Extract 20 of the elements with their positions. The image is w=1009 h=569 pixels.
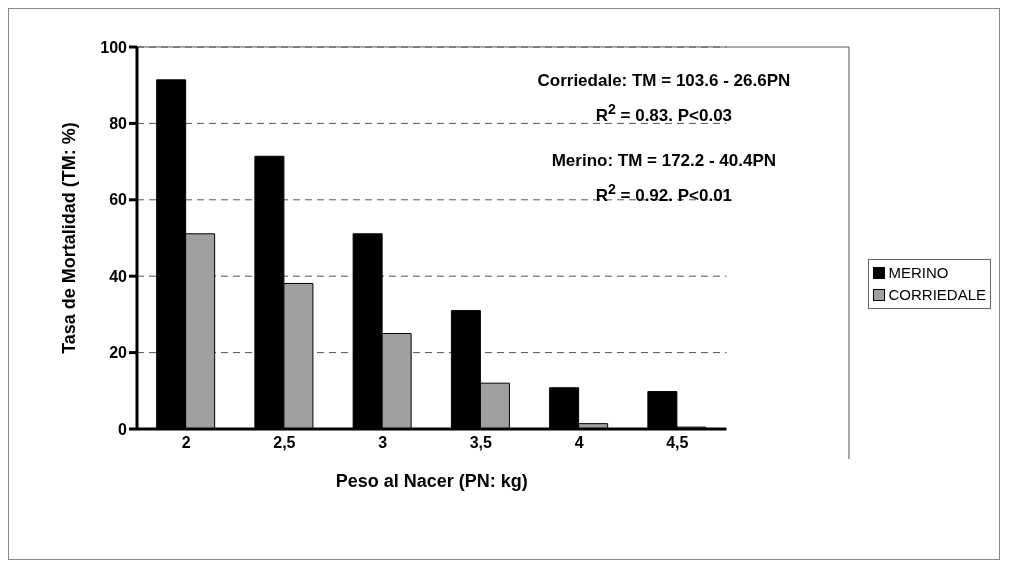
y-tick-label: 60 xyxy=(109,191,128,209)
annotation: Merino: TM = 172.2 - 40.4PN xyxy=(550,151,778,171)
y-tick-label: 40 xyxy=(109,267,128,285)
annotation: R$^{2}$ = 0.92. P<0.01 xyxy=(594,181,734,206)
annotation: Corriedale: TM = 103.6 - 26.6PN xyxy=(536,71,792,91)
y-tick-label: 80 xyxy=(109,115,128,133)
legend-label: CORRIEDALE xyxy=(888,285,986,305)
y-tick-label: 100 xyxy=(100,38,128,56)
x-tick-label: 2 xyxy=(181,434,191,452)
x-tick-label: 3,5 xyxy=(469,434,493,452)
x-tick-label: 4,5 xyxy=(666,434,689,452)
y-tick-label: 0 xyxy=(118,420,128,438)
legend-label: MERINO xyxy=(888,263,949,283)
x-axis-title: Peso al Nacer (PN: kg) xyxy=(335,471,528,491)
annotation: R$^{2}$ = 0.83. P<0.03 xyxy=(594,101,734,126)
y-axis-title: Tasa de Mortalidad (TM: %) xyxy=(59,122,80,354)
x-tick-label: 2,5 xyxy=(273,434,296,452)
x-tick-label: 4 xyxy=(574,434,584,452)
x-tick-label: 3 xyxy=(378,434,388,452)
y-tick-label: 20 xyxy=(109,344,128,362)
